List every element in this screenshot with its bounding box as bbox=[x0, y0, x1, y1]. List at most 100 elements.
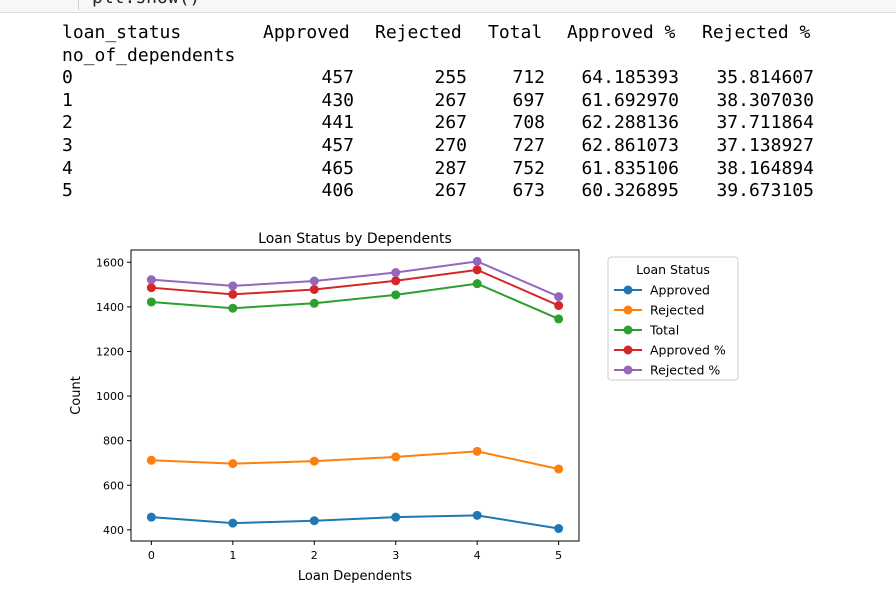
table-col-approved-pct: Approved % bbox=[567, 22, 676, 43]
table-cell: 270 bbox=[434, 134, 467, 156]
data-point bbox=[391, 268, 401, 278]
table-cell: 61.692970 bbox=[581, 89, 679, 111]
table-cell: 406 bbox=[321, 180, 354, 202]
table-col-rejected-pct: Rejected % bbox=[702, 22, 811, 43]
table-row-index: 2 bbox=[62, 112, 73, 134]
legend-marker bbox=[623, 365, 633, 375]
table-col-rejected: Rejected bbox=[375, 22, 462, 43]
data-point bbox=[554, 524, 564, 534]
data-point bbox=[146, 512, 156, 522]
table-cell: 267 bbox=[434, 89, 467, 111]
x-tick-label: 0 bbox=[148, 549, 155, 562]
table-cell: 38.164894 bbox=[716, 157, 814, 179]
x-tick-label: 1 bbox=[229, 549, 236, 562]
y-tick-label: 1000 bbox=[96, 390, 124, 403]
x-tick-label: 3 bbox=[392, 549, 399, 562]
table-cell: 267 bbox=[434, 180, 467, 202]
table-cell: 457 bbox=[321, 134, 354, 156]
data-point bbox=[472, 446, 482, 456]
y-tick-label: 1400 bbox=[96, 301, 124, 314]
plot-frame bbox=[130, 249, 580, 542]
series-line-rejected bbox=[151, 450, 559, 470]
chart-title: Loan Status by Dependents bbox=[258, 231, 452, 247]
code-line: plt.show() bbox=[92, 0, 200, 10]
data-point bbox=[554, 301, 564, 311]
table-cell: 60.326895 bbox=[581, 180, 679, 202]
legend-entry: Total bbox=[649, 323, 679, 338]
table-row: 0 457 255 712 64.185393 35.814607 bbox=[62, 67, 814, 90]
table-cell: 39.673105 bbox=[716, 180, 814, 202]
code-cell[interactable]: plt.show() bbox=[0, 0, 896, 13]
x-tick-label: 2 bbox=[311, 549, 318, 562]
table-index-name-row: no_of_dependents bbox=[62, 45, 814, 68]
table-col-index-label: loan_status bbox=[62, 22, 182, 43]
legend-entry: Rejected bbox=[650, 303, 704, 318]
table-cell: 267 bbox=[434, 112, 467, 134]
table-cell: 752 bbox=[512, 157, 545, 179]
series-line-rejected bbox=[151, 260, 560, 298]
cell-prompt bbox=[58, 0, 79, 10]
table-row-index: 0 bbox=[62, 67, 73, 89]
table-cell: 37.138927 bbox=[716, 134, 814, 156]
table-header-row: loan_status Approved Rejected Total Appr… bbox=[62, 22, 814, 45]
data-point bbox=[228, 303, 238, 313]
table-cell: 673 bbox=[512, 180, 545, 202]
table-row: 1 430 267 697 61.692970 38.307030 bbox=[62, 90, 814, 113]
table-cell: 62.861073 bbox=[581, 134, 679, 156]
data-point bbox=[309, 276, 319, 286]
data-point bbox=[146, 283, 156, 293]
table-cell: 287 bbox=[434, 157, 467, 179]
data-point bbox=[554, 292, 564, 302]
data-point bbox=[309, 516, 319, 526]
table-index-name: no_of_dependents bbox=[62, 44, 236, 66]
data-point bbox=[146, 275, 156, 285]
table-row: 4 465 287 752 61.835106 38.164894 bbox=[62, 158, 814, 181]
table-row-index: 3 bbox=[62, 134, 73, 156]
legend-marker bbox=[623, 285, 633, 295]
data-point bbox=[391, 290, 401, 300]
y-tick-label: 1600 bbox=[96, 256, 124, 269]
table-col-approved: Approved bbox=[263, 22, 350, 43]
table-cell: 62.288136 bbox=[581, 112, 679, 134]
table-row: 5 406 267 673 60.326895 39.673105 bbox=[62, 180, 814, 203]
table-row: 3 457 270 727 62.861073 37.138927 bbox=[62, 135, 814, 158]
legend-entry: Approved % bbox=[650, 343, 726, 358]
x-tick-label: 4 bbox=[474, 549, 481, 562]
y-axis-label: Count bbox=[69, 376, 84, 415]
legend-marker bbox=[623, 325, 633, 335]
data-point bbox=[228, 281, 238, 291]
legend-entry: Rejected % bbox=[650, 363, 720, 378]
series-line-approved bbox=[151, 268, 560, 307]
x-tick-label: 5 bbox=[555, 549, 562, 562]
y-tick-label: 800 bbox=[103, 435, 124, 448]
table-cell: 708 bbox=[512, 112, 545, 134]
x-axis-label: Loan Dependents bbox=[298, 569, 412, 584]
table-row-index: 5 bbox=[62, 180, 73, 202]
y-tick-label: 1200 bbox=[96, 345, 124, 358]
table-cell: 465 bbox=[321, 157, 354, 179]
y-tick-label: 400 bbox=[103, 524, 124, 537]
table-row-index: 1 bbox=[62, 89, 73, 111]
data-point bbox=[228, 289, 238, 299]
data-point bbox=[391, 452, 401, 462]
data-point bbox=[309, 456, 319, 466]
table-cell: 61.835106 bbox=[581, 157, 679, 179]
table-cell: 712 bbox=[512, 67, 545, 89]
table-cell: 457 bbox=[321, 67, 354, 89]
y-tick-label: 600 bbox=[103, 479, 124, 492]
data-point bbox=[554, 464, 564, 474]
data-point bbox=[391, 276, 401, 286]
series-line-total bbox=[151, 282, 560, 320]
data-point bbox=[228, 518, 238, 528]
table-row-index: 4 bbox=[62, 157, 73, 179]
data-point bbox=[472, 510, 482, 520]
dataframe-output: loan_status Approved Rejected Total Appr… bbox=[62, 22, 814, 203]
table-row: 2 441 267 708 62.288136 37.711864 bbox=[62, 112, 814, 135]
table-cell: 35.814607 bbox=[716, 67, 814, 89]
data-point bbox=[472, 256, 482, 266]
table-cell: 38.307030 bbox=[716, 89, 814, 111]
legend-marker bbox=[623, 305, 633, 315]
data-point bbox=[554, 314, 564, 324]
table-cell: 255 bbox=[434, 67, 467, 89]
data-point bbox=[228, 459, 238, 469]
